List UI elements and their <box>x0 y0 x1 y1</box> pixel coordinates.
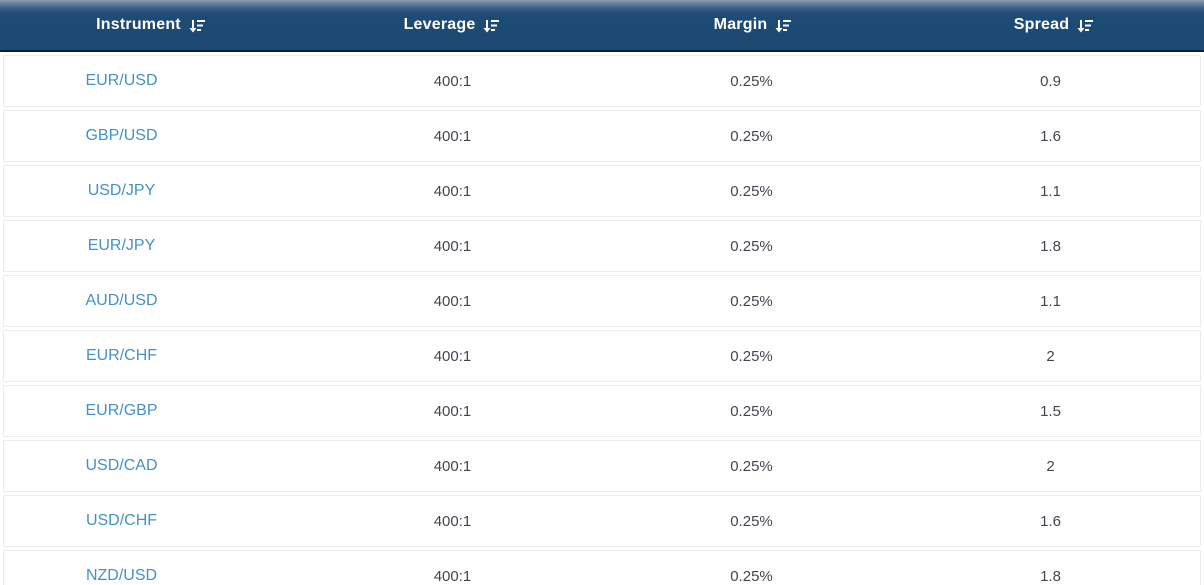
margin-value: 0.25% <box>730 567 773 585</box>
instrument-cell: EUR/GBP <box>4 402 303 420</box>
leverage-value: 400:1 <box>433 567 472 585</box>
instrument-cell: AUD/USD <box>4 292 303 310</box>
column-header-leverage[interactable]: Leverage <box>301 16 602 34</box>
leverage-value: 400:1 <box>433 127 472 145</box>
spread-value: 1.8 <box>1040 237 1061 255</box>
column-header-spread-label: Spread <box>1013 16 1070 33</box>
instrument-link[interactable]: EUR/GBP <box>85 402 158 419</box>
table-row: USD/JPY 400:1 0.25% 1.1 <box>3 165 1201 217</box>
column-header-instrument-label: Instrument <box>96 16 181 33</box>
margin-value: 0.25% <box>730 127 773 145</box>
leverage-value: 400:1 <box>433 347 472 365</box>
column-header-spread[interactable]: Spread <box>903 16 1204 34</box>
instrument-cell: NZD/USD <box>4 567 303 585</box>
instrument-link[interactable]: EUR/USD <box>85 72 158 89</box>
instrument-link[interactable]: GBP/USD <box>85 127 158 144</box>
instrument-cell: EUR/USD <box>4 72 303 90</box>
column-header-leverage-label: Leverage <box>403 16 476 33</box>
table-row: EUR/CHF 400:1 0.25% 2 <box>3 330 1201 382</box>
sort-amount-down-icon <box>189 20 205 33</box>
instrument-cell: EUR/CHF <box>4 347 303 365</box>
leverage-value: 400:1 <box>433 457 472 475</box>
table-row: GBP/USD 400:1 0.25% 1.6 <box>3 110 1201 162</box>
spread-value: 1.8 <box>1040 567 1061 585</box>
sort-amount-down-icon <box>775 20 792 33</box>
margin-value: 0.25% <box>730 347 773 365</box>
instrument-link[interactable]: AUD/USD <box>85 292 158 309</box>
leverage-value: 400:1 <box>433 512 472 530</box>
margin-value: 0.25% <box>730 237 773 255</box>
margin-value: 0.25% <box>730 292 773 310</box>
instrument-cell: USD/JPY <box>4 182 303 200</box>
table-row: EUR/JPY 400:1 0.25% 1.8 <box>3 220 1201 272</box>
leverage-value: 400:1 <box>433 402 472 420</box>
spread-value: 2 <box>1046 457 1055 475</box>
spread-value: 1.6 <box>1040 127 1061 145</box>
instrument-cell: USD/CHF <box>4 512 303 530</box>
spread-value: 1.1 <box>1040 292 1061 310</box>
spread-value: 1.6 <box>1040 512 1061 530</box>
column-header-instrument[interactable]: Instrument <box>0 16 301 34</box>
margin-value: 0.25% <box>730 182 773 200</box>
margin-value: 0.25% <box>730 72 773 90</box>
sort-amount-down-icon <box>483 20 500 33</box>
instrument-link[interactable]: EUR/JPY <box>87 237 156 254</box>
leverage-value: 400:1 <box>433 292 472 310</box>
leverage-value: 400:1 <box>433 237 472 255</box>
spread-value: 1.1 <box>1040 182 1061 200</box>
instrument-link[interactable]: NZD/USD <box>85 567 158 584</box>
instrument-cell: GBP/USD <box>4 127 303 145</box>
leverage-value: 400:1 <box>433 72 472 90</box>
margin-value: 0.25% <box>730 402 773 420</box>
instrument-link[interactable]: EUR/CHF <box>85 347 158 364</box>
instrument-link[interactable]: USD/CAD <box>85 457 158 474</box>
instrument-cell: USD/CAD <box>4 457 303 475</box>
margin-value: 0.25% <box>730 457 773 475</box>
table-row: USD/CAD 400:1 0.25% 2 <box>3 440 1201 492</box>
table-header-row: Instrument Leverage <box>0 0 1204 52</box>
column-header-margin[interactable]: Margin <box>602 16 903 34</box>
margin-value: 0.25% <box>730 512 773 530</box>
table-row: NZD/USD 400:1 0.25% 1.8 <box>3 550 1201 585</box>
instrument-cell: EUR/JPY <box>4 237 303 255</box>
sort-amount-down-icon <box>1077 20 1094 33</box>
spread-value: 0.9 <box>1040 72 1061 90</box>
spread-value: 1.5 <box>1040 402 1061 420</box>
instrument-link[interactable]: USD/CHF <box>85 512 158 529</box>
table-body: EUR/USD 400:1 0.25% 0.9 GBP/USD 400:1 0.… <box>0 55 1204 585</box>
leverage-value: 400:1 <box>433 182 472 200</box>
instrument-link[interactable]: USD/JPY <box>87 182 156 199</box>
column-header-margin-label: Margin <box>713 16 768 33</box>
table-row: EUR/USD 400:1 0.25% 0.9 <box>3 55 1201 107</box>
table-row: AUD/USD 400:1 0.25% 1.1 <box>3 275 1201 327</box>
table-row: USD/CHF 400:1 0.25% 1.6 <box>3 495 1201 547</box>
spread-value: 2 <box>1046 347 1055 365</box>
table-row: EUR/GBP 400:1 0.25% 1.5 <box>3 385 1201 437</box>
